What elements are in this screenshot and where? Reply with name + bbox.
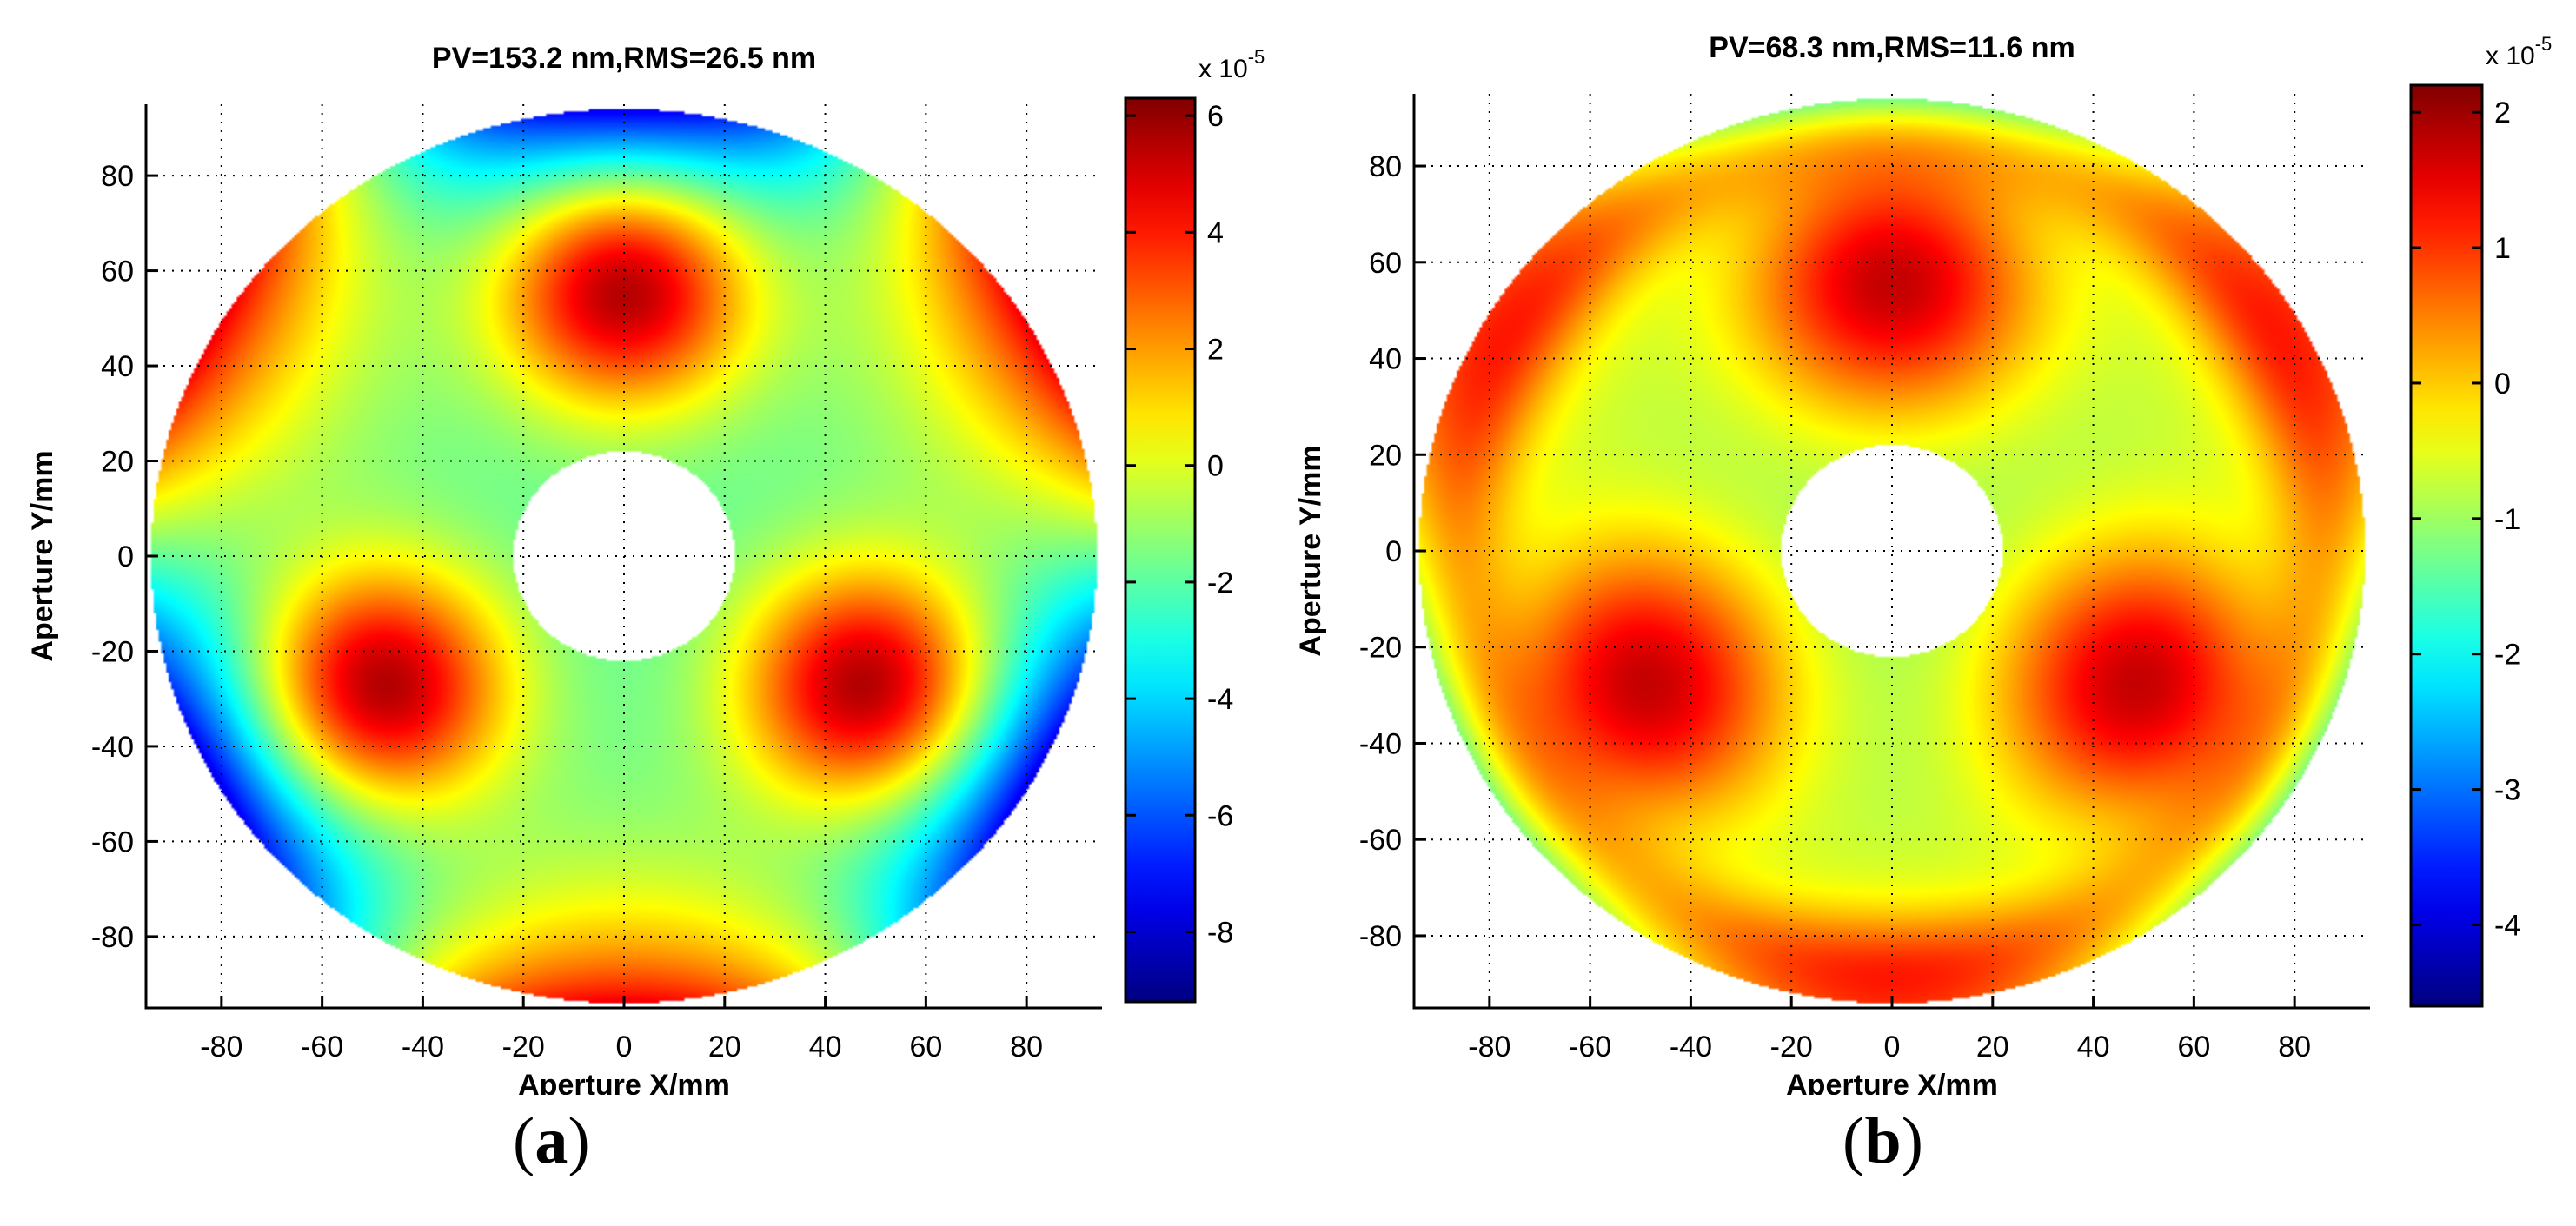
colorbar-tick-label: -1 [2494,503,2520,536]
colorbar-exponent: x 10-5 [1198,46,1265,83]
x-tick-label: -80 [1468,1031,1510,1064]
x-tick-label: -40 [1670,1031,1712,1064]
colorbar-tick-label: 1 [2494,232,2511,265]
x-tick-label: 20 [1976,1031,2009,1064]
colorbar-tick-label: 2 [1207,334,1224,367]
x-tick-label: -80 [200,1031,242,1064]
x-tick-label: 20 [708,1031,741,1064]
x-tick-label: 60 [909,1031,942,1064]
chart-title: PV=68.3 nm,RMS=11.6 nm [1709,31,2075,64]
x-tick-label: 0 [1884,1031,1901,1064]
x-tick-label: 40 [2077,1031,2110,1064]
axes-frame [144,104,1102,1010]
y-tick-label: -80 [91,921,134,954]
x-tick-label: -60 [1569,1031,1611,1064]
y-tick-label: -20 [91,635,134,668]
axes-frame [1412,94,2370,1010]
colorbar-tick-label: -4 [2494,909,2520,942]
y-tick-label: 80 [101,160,134,193]
y-tick-label: 0 [117,540,134,573]
colorbar-tick-label: 6 [1207,100,1224,133]
y-tick-label: -20 [1359,632,1402,665]
y-axis-label: Aperture Y/mm [1294,445,1327,656]
colorbar-tick-label: 4 [1207,216,1224,249]
colorbar-tick-label: -8 [1207,916,1233,949]
chart-panel-a: -80 -60 -40 -20 0 20 40 60 80806040200-20-40-60-… [26,42,1265,1095]
y-tick-label: 0 [1385,535,1402,568]
y-tick-label: 20 [1369,439,1402,472]
x-tick-label: -20 [1770,1031,1813,1064]
panel-label-b: (b) [1842,1104,1923,1177]
x-axis-label: Aperture X/mm [518,1069,730,1095]
x-tick-label: 60 [2177,1031,2210,1064]
y-tick-label: 40 [101,350,134,383]
y-tick-label: -40 [91,731,134,764]
colorbar-tick-label: 2 [2494,96,2511,129]
colorbar-tick-label: -3 [2494,774,2520,807]
x-tick-label: 0 [616,1031,633,1064]
y-tick-label: -80 [1359,920,1402,953]
x-tick-label: 40 [809,1031,842,1064]
chart-title: PV=153.2 nm,RMS=26.5 nm [432,42,816,75]
x-tick-label: -20 [502,1031,545,1064]
y-tick-label: -60 [91,825,134,858]
colorbar-tick-label: 0 [2494,368,2511,401]
colorbar [2409,83,2484,1008]
x-tick-label: -60 [301,1031,343,1064]
panel-label-a: (a) [513,1104,590,1177]
y-tick-label: -40 [1359,727,1402,760]
y-tick-label: -60 [1359,824,1402,857]
colorbar-tick-label: -2 [2494,639,2520,672]
y-tick-label: 20 [101,446,134,479]
colorbar-tick-label: -6 [1207,799,1233,832]
y-tick-label: 60 [1369,247,1402,280]
colorbar-tick-label: 0 [1207,450,1224,483]
colorbar-exponent: x 10-5 [2486,33,2552,70]
y-tick-label: 80 [1369,150,1402,183]
chart-panel-b: -80 -60 -40 -20 0 20 40 60 80806040200-20-40-60-… [1294,31,2552,1095]
y-axis-label: Aperture Y/mm [26,450,59,661]
colorbar-tick-label: -4 [1207,683,1233,716]
colorbar [1124,96,1197,1004]
y-tick-label: 40 [1369,343,1402,376]
x-tick-label: -40 [402,1031,444,1064]
y-tick-label: 60 [101,255,134,288]
x-tick-label: 80 [2278,1031,2311,1064]
colorbar-tick-label: -2 [1207,567,1233,600]
x-tick-label: 80 [1010,1031,1043,1064]
x-axis-label: Aperture X/mm [1786,1069,1998,1095]
